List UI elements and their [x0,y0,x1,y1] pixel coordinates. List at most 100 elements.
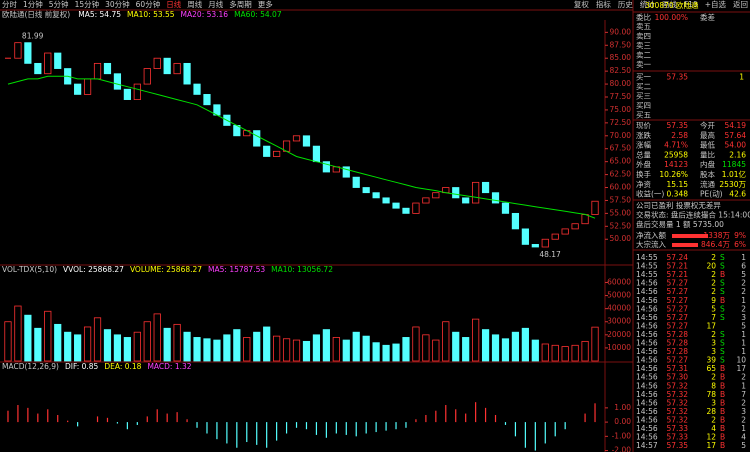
volume-bar [352,331,360,362]
volume-bar [113,334,122,362]
y-tick-label: -1.00 [612,431,632,440]
candle [362,187,370,194]
stat-cell: 2.58 [671,131,688,140]
volume-bar [521,327,529,362]
order-book-cell: 买五 [636,111,651,120]
period-tab[interactable]: 1分钟 [23,0,43,9]
y-tick-label: 30000 [607,317,631,326]
volume-bar [541,343,549,362]
period-tab[interactable]: 分时 [2,0,17,9]
trade-price: 57.32 [667,407,689,416]
candle [44,52,52,75]
stat-cell: 涨跌 [636,130,651,140]
period-tab[interactable]: 日线 [166,0,181,9]
trade-side: B [720,424,725,433]
trade-count: 1 [741,296,746,305]
trade-volume: 4 [711,424,716,433]
y-tick-label: 10000 [607,343,631,352]
stat-cell: PE(动) [700,189,723,199]
volume-bar [292,339,301,362]
trade-volume: 2 [711,270,716,279]
candle [153,57,161,69]
period-tab[interactable]: 更多 [258,0,273,9]
period-tab[interactable]: 30分钟 [105,0,130,9]
period-tab[interactable]: 5分钟 [49,0,69,9]
order-book-cell: 卖五 [636,22,651,31]
trade-price: 57.27 [667,304,689,313]
y-tick-label: 1.00 [614,403,631,412]
stat-cell: 涨幅 [636,140,651,150]
trade-count: 5 [741,270,746,279]
trade-price: 57.24 [667,253,689,262]
volume-bar [511,331,520,362]
period-tab[interactable]: 多周期 [229,0,252,9]
y-tick-label: 20000 [607,330,631,339]
tool-button[interactable]: 指标 [596,0,611,9]
volume-bar [153,313,161,362]
volume-bar [253,331,261,362]
high-annotation: 81.99 [22,32,44,41]
volume-bar [233,329,241,362]
tool-button[interactable]: 统计 [640,0,655,9]
tool-button[interactable]: +自选 [705,0,727,9]
volume-bar [273,335,281,362]
candle [452,187,460,199]
volume-bar [282,338,291,362]
tool-button[interactable]: 返回 [733,0,748,9]
trade-time: 14:56 [636,279,658,288]
period-tab[interactable]: 60分钟 [136,0,161,9]
order-book-cell: 57.35 [667,73,689,82]
stat-cell: 54.19 [725,121,747,130]
trade-count: 17 [736,364,746,373]
candle [352,176,360,188]
trade-side: B [720,390,725,399]
y-tick-label: 75.00 [610,105,632,114]
trade-count: 1 [741,347,746,356]
trade-count: 1 [741,253,746,262]
period-tab[interactable]: 15分钟 [75,0,100,9]
volume-bar [362,335,370,362]
candle [342,166,350,178]
candle [491,192,500,204]
y-tick-label: 40000 [607,304,631,313]
trade-time: 14:56 [636,433,658,442]
period-tab[interactable]: 月线 [208,0,223,9]
trade-volume: 2 [711,287,716,296]
candle [253,130,261,147]
trade-time: 14:56 [636,287,658,296]
volume-bar [223,334,231,362]
candle [382,197,390,204]
candle [571,223,579,230]
y-tick-label: -2.00 [612,446,632,452]
trade-price: 57.30 [667,373,689,382]
trade-side: S [720,287,725,296]
volume-bar [34,327,42,362]
trade-price: 57.21 [667,262,689,271]
tool-button[interactable]: 复权 [574,0,589,9]
order-book-cell: 卖一 [636,60,651,69]
tool-button[interactable]: F10 [684,0,698,9]
stat-cell: 收益(一) [636,189,664,199]
candle [183,62,191,85]
candle [163,57,171,75]
y-tick-label: 60000 [607,277,631,286]
candle [322,161,330,173]
trade-time: 14:56 [636,407,658,416]
trade-price: 57.27 [667,321,689,330]
trade-side: S [720,279,725,288]
trade-volume: 2 [711,279,716,288]
indicator-label: MA5: 15787.53 [208,265,265,274]
y-tick-label: 0.00 [614,417,631,426]
tool-button[interactable]: 画线 [662,0,677,9]
flow-bar [672,234,708,238]
trade-volume: 3 [711,398,716,407]
trade-count: 4 [741,433,746,442]
volume-bar [591,326,599,362]
trade-count: 5 [741,441,746,450]
trade-side: B [720,373,725,382]
tool-button[interactable]: 历史 [618,0,633,9]
trade-count: 1 [741,330,746,339]
period-tab[interactable]: 周线 [187,0,202,9]
candle [292,135,301,142]
stat-cell: 2530万 [719,180,746,189]
